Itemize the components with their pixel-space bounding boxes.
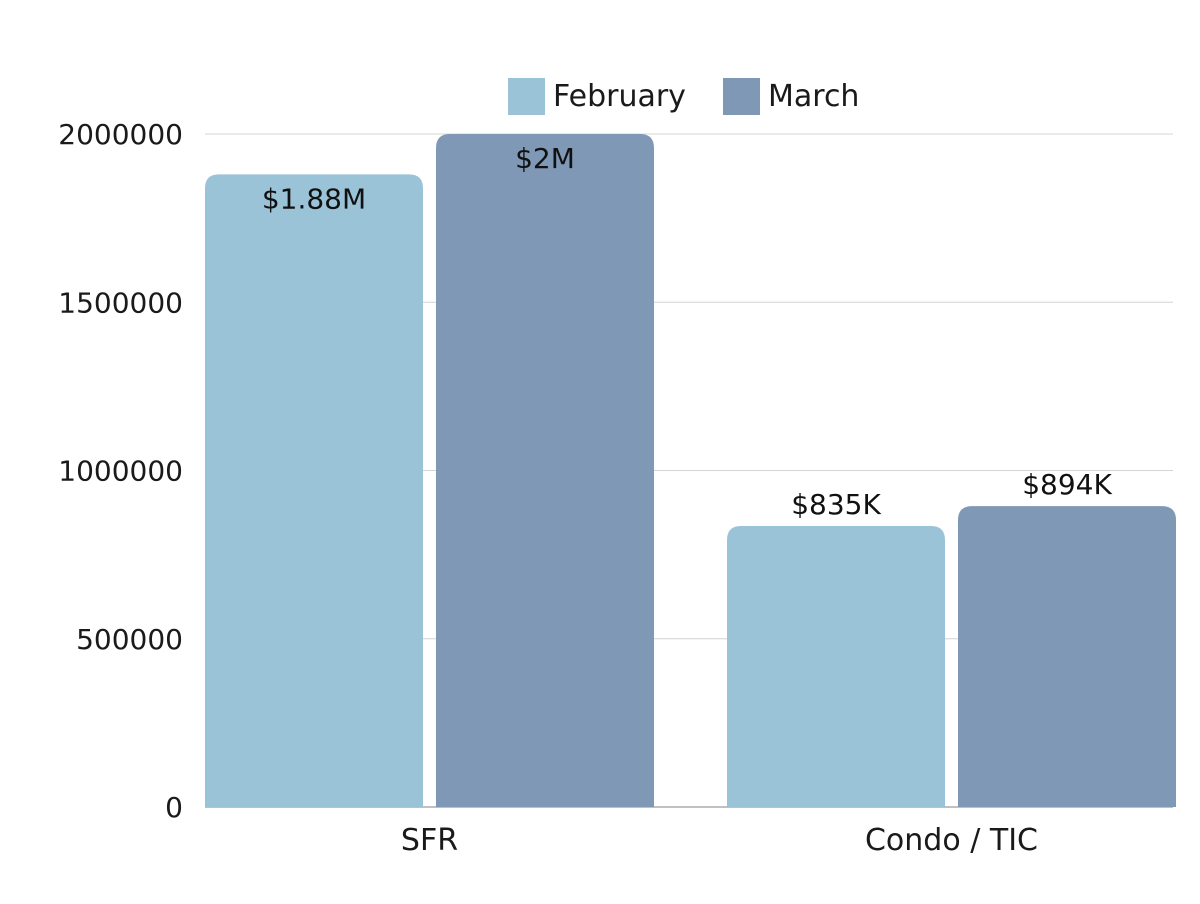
bars: [205, 134, 1176, 807]
y-tick-label: 2000000: [58, 118, 183, 151]
legend-swatch-february: [508, 78, 545, 115]
y-tick-label: 0: [165, 791, 183, 824]
legend-label: March: [768, 79, 859, 114]
data-label: $835K: [791, 488, 881, 521]
y-tick-label: 1500000: [58, 286, 183, 319]
bar-february-0: [205, 174, 423, 807]
bar-march-1: [958, 506, 1176, 807]
x-axis-categories: SFR Condo / TIC: [401, 823, 1038, 858]
bar-march-0: [436, 134, 654, 807]
y-tick-label: 1000000: [58, 455, 183, 488]
data-label: $2M: [515, 142, 575, 175]
legend-swatch-march: [723, 78, 760, 115]
legend-label: February: [553, 79, 686, 114]
category-label: Condo / TIC: [865, 823, 1038, 858]
data-label: $1.88M: [262, 182, 366, 215]
legend: February March: [508, 78, 859, 115]
y-tick-label: 500000: [76, 623, 183, 656]
category-label: SFR: [401, 823, 458, 858]
bar-february-1: [727, 526, 945, 807]
y-axis-ticks: 0 500000 1000000 1500000 2000000: [58, 118, 183, 824]
data-label: $894K: [1022, 468, 1112, 501]
data-labels: $1.88M $2M $835K $894K: [262, 142, 1113, 521]
